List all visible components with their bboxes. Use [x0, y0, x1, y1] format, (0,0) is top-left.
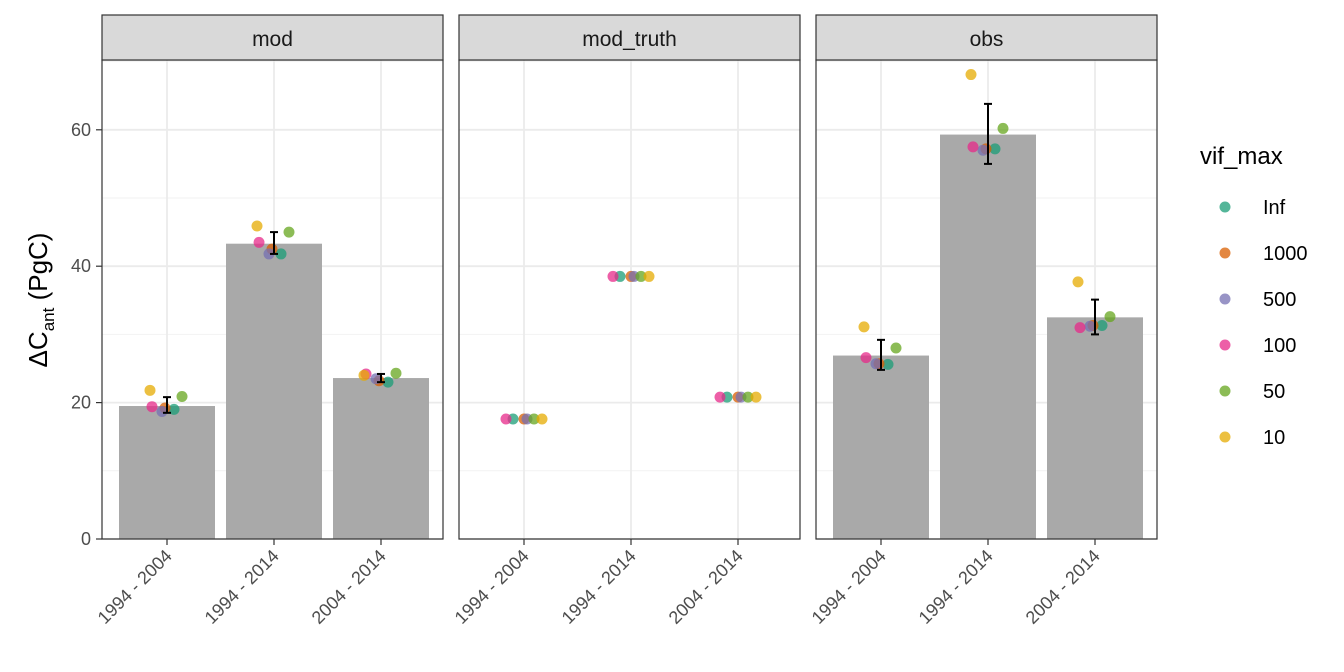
point-mod_truth-2-50	[742, 391, 754, 403]
bar-mod-0	[119, 406, 215, 539]
x-tick-label: 1994 - 2014	[201, 546, 283, 628]
point-obs-0-100	[860, 352, 872, 364]
y-axis: 0 20 40 60	[71, 120, 102, 549]
legend-label-Inf: Inf	[1263, 197, 1286, 219]
point-obs-1-500	[977, 144, 989, 156]
x-tick-label: 2004 - 2014	[665, 546, 747, 628]
bar-mod-2	[333, 378, 429, 539]
y-tick-label: 0	[81, 529, 91, 549]
point-mod-0-500	[156, 405, 168, 417]
x-tick-label: 1994 - 2014	[915, 546, 997, 628]
legend-key-10	[1219, 431, 1231, 443]
point-obs-0-500	[870, 358, 882, 370]
x-tick-label: 2004 - 2014	[308, 546, 390, 628]
strip-background	[815, 14, 1158, 61]
point-mod-0-100	[146, 401, 158, 413]
bar-mod-1	[226, 243, 322, 539]
x-tick-label: 1994 - 2014	[558, 546, 640, 628]
error-bar-mod-1	[270, 231, 278, 255]
bar-obs-1	[940, 134, 1036, 539]
point-mod-2-10	[358, 369, 370, 381]
x-tick-label: 2004 - 2014	[1022, 546, 1104, 628]
facet-panel-obs: obs 1994 - 2004 1994 - 2014 2004 - 2014	[808, 14, 1158, 628]
legend-title: vif_max	[1200, 143, 1283, 170]
point-obs-1-10	[965, 69, 977, 81]
error-bar-mod-2	[377, 372, 385, 384]
point-obs-1-Inf	[989, 143, 1001, 155]
strip-label-mod_truth: mod_truth	[582, 28, 677, 51]
point-mod-0-50	[176, 390, 188, 402]
point-mod_truth-0-100	[500, 413, 512, 425]
point-mod_truth-0-50	[528, 413, 540, 425]
x-tick-label: 1994 - 2004	[451, 546, 533, 628]
x-tick-label: 1994 - 2004	[94, 546, 176, 628]
legend-label-1000: 1000	[1263, 243, 1308, 265]
y-axis-title-unit: (PgC)	[23, 233, 53, 308]
bar-obs-2	[1047, 317, 1143, 539]
facet-panel-mod_truth: mod_truth 1994 - 2004 1994 - 2014 2004 - 20…	[451, 14, 801, 628]
legend-key-500	[1219, 293, 1231, 305]
point-mod_truth-2-100	[714, 391, 726, 403]
error-bar-mod-0	[163, 396, 171, 414]
error-bar-obs-2	[1091, 298, 1099, 336]
y-axis-title: ΔCant (PgC)	[23, 233, 58, 368]
strip-background	[101, 14, 444, 61]
point-obs-0-10	[858, 321, 870, 333]
point-obs-2-Inf	[1096, 320, 1108, 332]
x-tick-label: 1994 - 2004	[808, 546, 890, 628]
y-tick-label: 60	[71, 120, 91, 140]
bar-obs-0	[833, 355, 929, 539]
legend-label-50: 50	[1263, 381, 1285, 403]
panel-background	[459, 60, 800, 539]
y-tick-label: 20	[71, 393, 91, 413]
point-obs-1-100	[967, 141, 979, 153]
point-mod-1-10	[251, 220, 263, 232]
point-mod_truth-1-100	[607, 270, 619, 282]
point-mod_truth-1-10	[643, 270, 655, 282]
point-mod-0-10	[144, 384, 156, 396]
facet-panel-mod: mod 1994 - 2004 1994 - 2014 2004 - 2014	[94, 14, 444, 628]
legend: vif_max Inf 1000 500 100 50 10	[1200, 143, 1308, 449]
error-bar-obs-1	[984, 102, 992, 165]
point-mod-2-Inf	[382, 376, 394, 388]
point-mod-2-50	[390, 367, 402, 379]
point-obs-2-10	[1072, 276, 1084, 288]
point-obs-2-500	[1084, 320, 1096, 332]
point-mod-1-50	[283, 226, 295, 238]
point-mod_truth-2-10	[750, 391, 762, 403]
point-mod_truth-0-10	[536, 413, 548, 425]
strip-label-obs: obs	[970, 28, 1004, 51]
legend-key-50	[1219, 385, 1231, 397]
y-tick-label: 40	[71, 256, 91, 276]
legend-key-100	[1219, 339, 1231, 351]
legend-label-500: 500	[1263, 289, 1296, 311]
y-axis-title-base: ΔC	[23, 331, 53, 367]
point-mod-1-Inf	[275, 248, 287, 260]
legend-key-1000	[1219, 247, 1231, 259]
point-obs-1-50	[997, 122, 1009, 134]
strip-label-mod: mod	[252, 28, 293, 51]
point-obs-2-50	[1104, 311, 1116, 323]
error-bar-obs-0	[877, 338, 885, 371]
point-mod-1-500	[263, 248, 275, 260]
legend-label-100: 100	[1263, 335, 1296, 357]
point-obs-0-50	[890, 342, 902, 354]
point-mod-1-100	[253, 236, 265, 248]
y-axis-title-subscript: ant	[39, 307, 58, 331]
point-mod_truth-1-50	[635, 270, 647, 282]
legend-key-Inf	[1219, 201, 1231, 213]
legend-label-10: 10	[1263, 427, 1285, 449]
strip-background	[458, 14, 801, 61]
point-mod-0-Inf	[168, 403, 180, 415]
point-obs-0-Inf	[882, 358, 894, 370]
point-obs-2-100	[1074, 322, 1086, 334]
